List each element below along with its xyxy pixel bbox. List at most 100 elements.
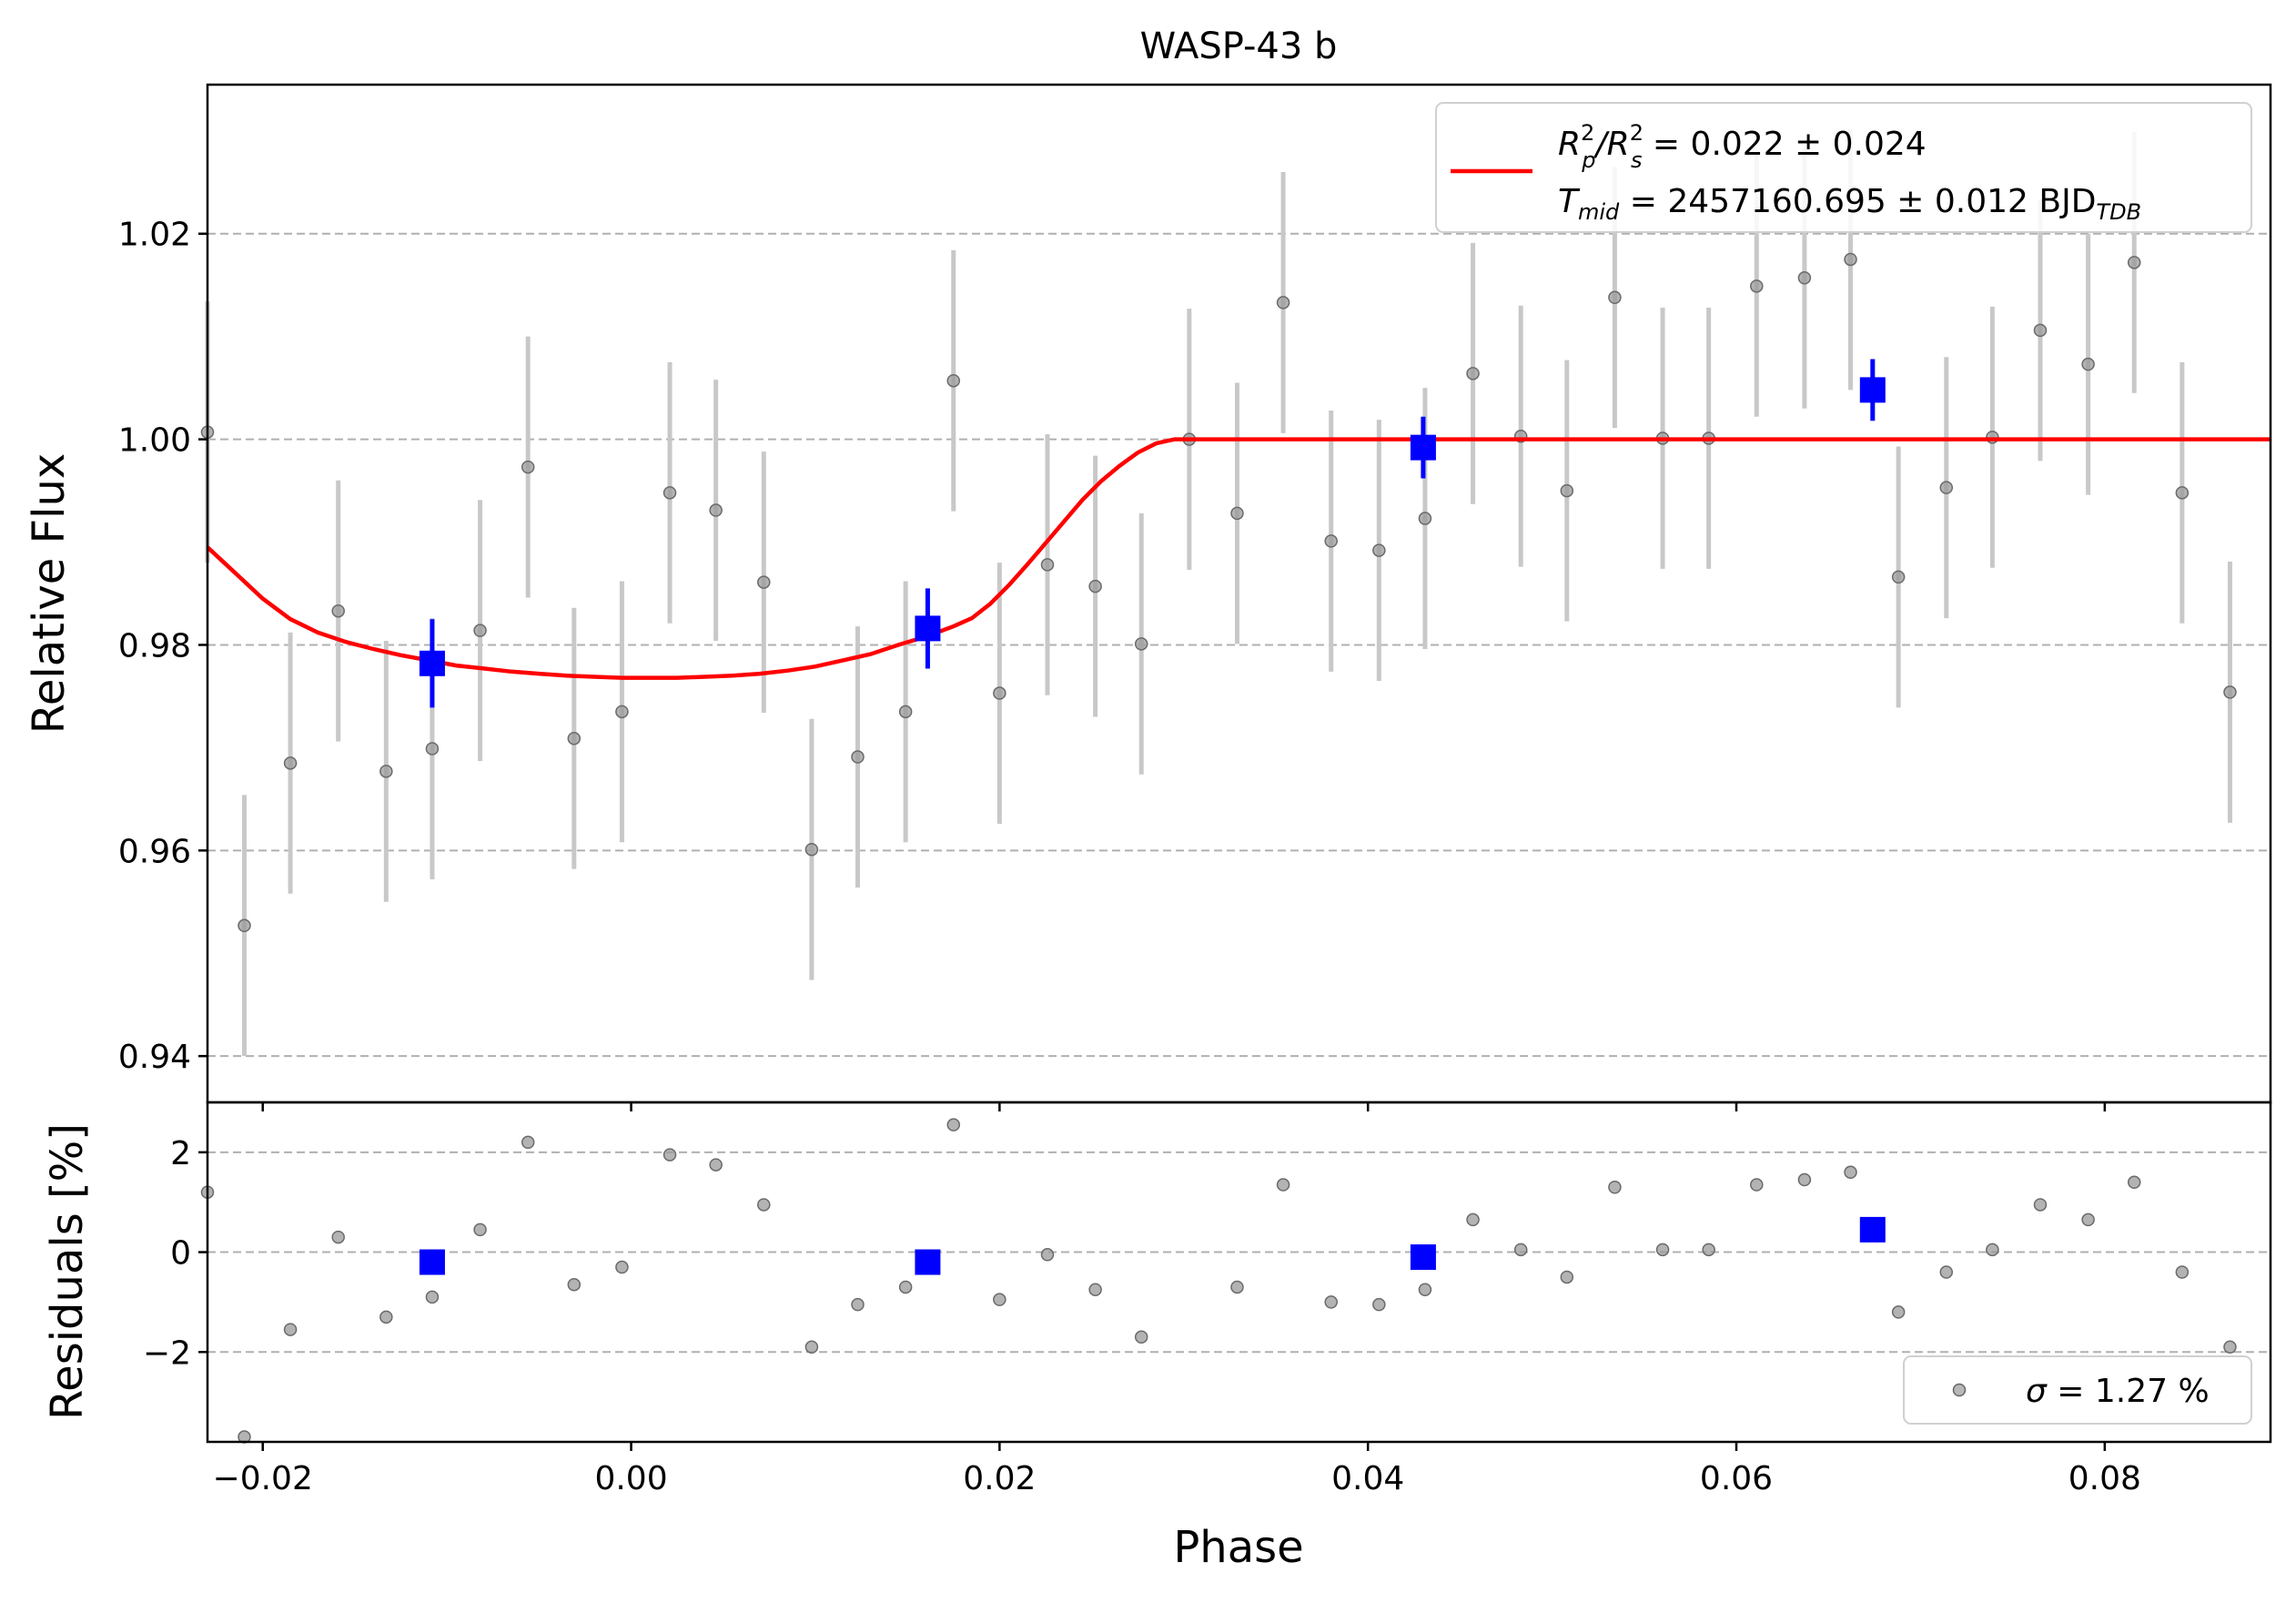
data-point: [2223, 685, 2237, 699]
top-panel: 0.94 0.96 0.98 1.00 1.02 Relative Flux R2 p/R…: [24, 83, 2272, 1104]
data-point: [2081, 357, 2095, 371]
data-point: [2127, 256, 2141, 269]
legend-sigma-text: σ = 1.27 %: [2026, 1373, 2210, 1410]
residual-point: [1418, 1283, 1432, 1296]
bottom-xticks: −0.02 0.00 0.02 0.04 0.06 0.08: [213, 1102, 2141, 1497]
residual-point: [331, 1230, 345, 1244]
data-point: [1418, 512, 1432, 525]
data-point: [1088, 579, 1102, 594]
data-point: [1608, 290, 1622, 305]
residual-point: [615, 1260, 629, 1274]
residual-point: [1750, 1178, 1764, 1192]
xtick-label: 0.02: [963, 1460, 1036, 1497]
residual-point: [1040, 1248, 1055, 1262]
residual-point: [1372, 1297, 1386, 1312]
residual-point: [567, 1277, 582, 1292]
data-point: [1939, 481, 1954, 494]
residual-point: [2033, 1198, 2048, 1212]
legend-tmid-text: Tmid = 2457160.695 ± 0.012 BJDTDB: [1558, 183, 2141, 225]
data-point: [1891, 570, 1906, 584]
residual-point: [2223, 1340, 2237, 1354]
residual-point: [1466, 1212, 1480, 1227]
residual-point: [283, 1323, 298, 1336]
residual-point: [851, 1297, 865, 1312]
data-point: [804, 842, 819, 857]
binned-point: [1859, 377, 1886, 403]
residual-point: [1844, 1165, 1857, 1180]
data-point: [709, 503, 723, 517]
xtick-label: −0.02: [213, 1460, 313, 1497]
binned-point: [915, 615, 941, 642]
data-point: [757, 575, 771, 589]
data-point: [1040, 558, 1055, 572]
residual-point: [1655, 1243, 1670, 1257]
data-point: [993, 686, 1006, 700]
binned-point: [419, 650, 445, 676]
residual-binned-point: [1410, 1244, 1436, 1271]
data-point: [898, 705, 913, 719]
residual-point: [1891, 1305, 1906, 1319]
residual-binned-point: [915, 1249, 941, 1275]
data-point: [1750, 279, 1764, 293]
top-ytick-label: 1.02: [118, 217, 191, 254]
data-point: [521, 460, 535, 474]
data-point: [1134, 637, 1148, 651]
bottom-ytick-label: 0: [170, 1235, 191, 1273]
residual-point: [1608, 1181, 1622, 1194]
residual-binned-point: [419, 1249, 445, 1275]
data-point: [1276, 296, 1290, 309]
residual-point: [898, 1280, 913, 1294]
residual-point: [1513, 1243, 1528, 1257]
residual-point: [2081, 1212, 2095, 1227]
data-point: [331, 604, 345, 618]
residual-point: [473, 1223, 487, 1237]
data-point: [946, 373, 961, 388]
residual-point: [2175, 1265, 2190, 1279]
residual-point: [709, 1158, 723, 1172]
bottom-points: [200, 1118, 2237, 1444]
bottom-grid: [207, 1151, 2271, 1354]
bottom-yticks: −2 0 2: [143, 1135, 207, 1372]
top-ytick-label: 0.98: [118, 627, 191, 665]
residual-point: [1986, 1243, 1999, 1257]
top-errorbars: [205, 128, 2232, 1057]
bottom-legend-box: [1903, 1355, 2252, 1425]
legend-residual-swatch: [1952, 1383, 1967, 1397]
data-point: [1466, 367, 1480, 380]
data-point: [851, 750, 865, 764]
x-axis-title: Phase: [1173, 1522, 1303, 1573]
residual-point: [946, 1118, 961, 1131]
top-yticks: 0.94 0.96 0.98 1.00 1.02: [118, 217, 207, 1076]
residual-point: [1134, 1330, 1148, 1344]
residual-point: [757, 1198, 771, 1212]
data-point: [1230, 506, 1244, 521]
data-point: [1797, 271, 1812, 285]
bottom-ylabel: Residuals [%]: [42, 1123, 93, 1420]
top-legend: R2 p/R2 s = 0.022 ± 0.024 Tmid = 2457160.6…: [1435, 102, 2252, 233]
xtick-label: 0.06: [1700, 1460, 1773, 1497]
residual-point: [1230, 1280, 1244, 1294]
residual-point: [993, 1293, 1006, 1306]
residual-point: [1324, 1295, 1338, 1309]
binned-point: [1410, 434, 1436, 461]
residual-point: [1797, 1172, 1812, 1187]
residual-point: [1702, 1243, 1715, 1257]
data-point: [1372, 543, 1386, 557]
xtick-label: 0.08: [2068, 1460, 2141, 1497]
xtick-label: 0.00: [594, 1460, 667, 1497]
top-grid: [207, 232, 2271, 1058]
data-point: [1986, 431, 1999, 444]
top-legend-box: [1435, 102, 2252, 233]
residual-point: [425, 1290, 440, 1304]
data-point: [379, 765, 393, 778]
xtick-label: 0.04: [1331, 1460, 1404, 1497]
data-point: [473, 624, 487, 637]
bottom-legend: σ = 1.27 %: [1903, 1355, 2252, 1425]
data-point: [1560, 483, 1574, 498]
data-point: [2175, 486, 2190, 500]
residual-point: [1939, 1265, 1954, 1279]
top-ytick-label: 0.94: [118, 1039, 191, 1076]
bottom-frame: [206, 1101, 2272, 1444]
data-point: [615, 705, 629, 719]
